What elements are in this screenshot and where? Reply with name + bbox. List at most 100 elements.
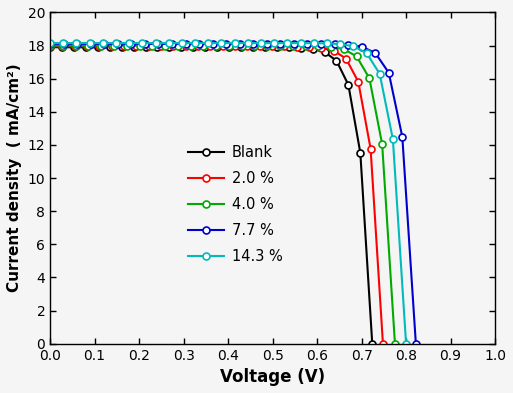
7.7 % [128,42,134,46]
7.7 % [250,42,256,46]
7.7 % [88,42,94,46]
14.3 % [152,41,159,46]
Blank [298,46,304,50]
7.7 % [291,42,297,46]
2.0 % [355,79,361,84]
Y-axis label: Current density  ( mA/cm²): Current density ( mA/cm²) [7,64,22,292]
Line: 7.7 %: 7.7 % [47,40,419,347]
14.3 % [126,41,132,46]
Line: 2.0 %: 2.0 % [47,43,386,347]
14.3 % [192,41,198,46]
4.0 % [264,43,270,48]
2.0 % [121,44,127,49]
4.0 % [175,43,181,48]
4.0 % [277,43,283,48]
2.0 % [367,147,373,151]
Blank [71,45,77,50]
Blank [262,45,268,50]
Blank [226,45,232,50]
2.0 % [72,44,78,49]
Blank [238,45,244,50]
14.3 % [258,41,264,46]
4.0 % [213,43,219,48]
4.0 % [47,43,53,48]
2.0 % [220,44,226,49]
7.7 % [155,42,162,46]
7.7 % [210,42,216,46]
14.3 % [100,41,106,46]
7.7 % [331,42,338,46]
4.0 % [200,43,206,48]
Blank [322,50,328,54]
Blank [119,45,125,50]
4.0 % [328,44,334,49]
14.3 % [60,41,66,46]
7.7 % [183,42,189,46]
2.0 % [207,44,213,49]
14.3 % [73,41,80,46]
2.0 % [170,44,176,49]
14.3 % [390,137,396,141]
Blank [143,45,149,50]
4.0 % [341,47,347,51]
Blank [107,45,113,50]
2.0 % [306,44,312,49]
14.3 % [363,51,369,55]
4.0 % [315,44,321,48]
2.0 % [380,341,386,346]
7.7 % [101,42,107,46]
7.7 % [413,341,419,346]
7.7 % [142,42,148,46]
Blank [345,83,351,87]
Blank [333,58,340,63]
2.0 % [244,44,250,49]
Blank [59,45,65,50]
14.3 % [324,41,330,46]
2.0 % [318,46,324,50]
2.0 % [96,44,103,49]
Blank [274,45,280,50]
Blank [154,45,161,50]
2.0 % [47,44,53,49]
14.3 % [140,41,146,46]
Blank [95,45,101,50]
14.3 % [377,72,383,76]
Line: 4.0 %: 4.0 % [47,42,399,347]
14.3 % [350,44,357,49]
Blank [190,45,196,50]
Blank [309,46,315,51]
Blank [286,45,292,50]
14.3 % [87,41,93,46]
2.0 % [269,44,275,49]
2.0 % [109,44,115,49]
7.7 % [264,42,270,46]
2.0 % [158,44,164,49]
Blank [83,45,89,50]
4.0 % [303,43,309,48]
2.0 % [146,44,152,49]
4.0 % [162,43,168,48]
7.7 % [236,42,243,46]
2.0 % [183,44,189,49]
7.7 % [345,42,351,47]
7.7 % [278,42,284,46]
14.3 % [311,41,317,46]
2.0 % [293,44,300,49]
14.3 % [179,41,185,46]
4.0 % [239,43,245,48]
Blank [202,45,208,50]
4.0 % [353,54,360,59]
7.7 % [61,42,67,46]
2.0 % [60,44,66,49]
2.0 % [281,44,287,49]
14.3 % [298,41,304,46]
4.0 % [226,43,232,48]
4.0 % [251,43,258,48]
14.3 % [284,41,290,46]
7.7 % [399,134,405,139]
2.0 % [256,44,263,49]
7.7 % [386,70,392,75]
2.0 % [84,44,90,49]
Blank [369,341,376,346]
7.7 % [74,42,80,46]
